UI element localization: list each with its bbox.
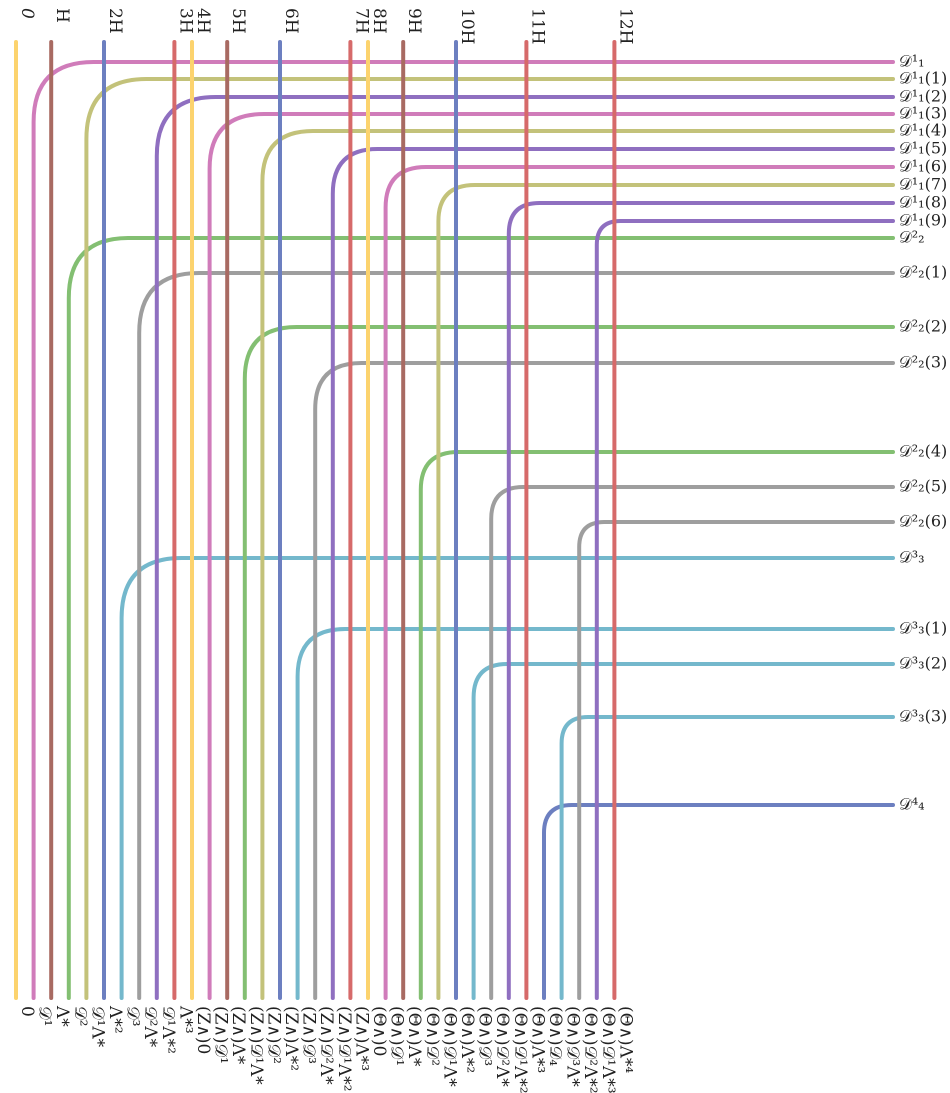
bottom-label-34: (Θ∧)Λ*⁴ [615,1006,635,1073]
bottom-label-12: (Z∧)Λ* [228,1006,248,1065]
bottom-label-layer: 0𝒟¹Λ*𝒟²𝒟¹Λ*Λ*²𝒟³𝒟²Λ*𝒟¹Λ*²Λ*³(Z∧)0(Z∧)𝒟¹(… [17,1005,635,1093]
bottom-label-10: (Z∧)0 [193,1006,213,1054]
right-label-11: 𝒟²₂(1) [899,263,947,282]
bottom-label-32: (Θ∧)𝒟²Λ*² [580,1006,600,1093]
top-label-5: 5H [228,8,248,34]
bottom-label-1: 𝒟¹ [35,1006,55,1026]
right-label-7: 𝒟¹₁(7) [899,175,947,194]
right-label-6: 𝒟¹₁(6) [899,157,947,176]
top-label-4: 4H [193,8,213,34]
bottom-label-18: (Z∧)𝒟¹Λ*² [334,1006,354,1092]
top-label-6: 6H [281,8,301,34]
wire-27 [489,485,895,1000]
right-label-12: 𝒟²₂(2) [899,317,947,336]
wire-11 [207,112,895,1000]
bottom-label-21: (Θ∧)𝒟¹ [387,1006,407,1066]
bottom-label-24: (Θ∧)𝒟¹Λ* [439,1006,459,1087]
bottom-label-33: (Θ∧)𝒟¹Λ*³ [598,1006,618,1093]
right-label-8: 𝒟¹₁(8) [899,193,947,212]
right-label-layer: 𝒟¹₁𝒟¹₁(1)𝒟¹₁(2)𝒟¹₁(3)𝒟¹₁(4)𝒟¹₁(5)𝒟¹₁(6)𝒟… [899,52,947,814]
right-label-9: 𝒟¹₁(9) [899,211,947,230]
right-label-16: 𝒟²₂(6) [899,512,947,531]
bottom-label-9: Λ*³ [175,1005,195,1034]
wire-layer [14,40,895,1000]
right-label-13: 𝒟²₂(3) [899,353,947,372]
bottom-label-31: (Θ∧)𝒟³Λ* [563,1006,583,1087]
top-label-8: 8H [369,8,389,34]
wire-21 [383,165,895,1000]
bottom-label-28: (Θ∧)𝒟¹Λ*² [510,1006,530,1093]
right-label-18: 𝒟³₃(1) [899,619,947,638]
bottom-label-13: (Z∧)𝒟¹Λ* [246,1006,266,1085]
bottom-label-0: 0 [17,1006,37,1017]
right-label-10: 𝒟²₂ [899,228,925,247]
wire-14 [260,129,895,1000]
top-label-11: 11H [527,8,547,44]
bottom-label-23: (Θ∧)𝒟² [422,1006,442,1066]
bottom-label-22: (Θ∧)Λ* [404,1006,424,1067]
bottom-label-4: 𝒟¹Λ* [87,1006,107,1048]
top-label-9: 9H [404,8,424,34]
wire-8 [154,95,895,1000]
top-label-7: 7H [351,8,371,34]
wire-24 [436,183,895,1000]
bottom-label-25: (Θ∧)Λ*² [457,1006,477,1073]
bottom-label-7: 𝒟²Λ* [140,1006,160,1048]
bottom-label-26: (Θ∧)𝒟³ [475,1006,495,1066]
top-label-3: 3H [175,8,195,34]
right-label-1: 𝒟¹₁(1) [899,69,947,88]
right-label-17: 𝒟³₃ [899,548,925,567]
right-label-3: 𝒟¹₁(3) [899,104,947,123]
top-label-2: 2H [105,8,125,34]
top-label-0: 0 [17,8,37,19]
bottom-label-2: Λ* [52,1005,72,1027]
wire-13 [242,325,895,1000]
wire-30 [542,803,895,1000]
wire-16 [295,627,895,1000]
bottom-label-19: (Z∧)Λ*³ [351,1006,371,1071]
right-label-20: 𝒟³₃(3) [899,707,947,726]
right-label-14: 𝒟²₂(4) [899,442,947,461]
right-label-19: 𝒟³₃(2) [899,654,947,673]
bottom-label-5: Λ*² [105,1005,125,1034]
top-label-12: 12H [615,8,635,44]
right-label-5: 𝒟¹₁(5) [899,139,947,158]
top-label-1: H [52,8,72,23]
bottom-label-6: 𝒟³ [123,1006,143,1026]
wire-32 [577,520,895,1000]
wire-17 [313,361,895,1000]
bottom-label-17: (Z∧)𝒟²Λ* [316,1006,336,1085]
bottom-label-30: (Θ∧)𝒟₄ [545,1006,565,1066]
right-label-0: 𝒟¹₁ [899,52,925,71]
wire-3 [66,236,895,1000]
bottom-label-16: (Z∧)𝒟³ [299,1006,319,1064]
bottom-label-20: (Θ∧)0 [369,1006,389,1056]
bottom-label-11: (Z∧)𝒟¹ [211,1006,231,1064]
right-label-2: 𝒟¹₁(2) [899,87,947,106]
right-label-15: 𝒟²₂(5) [899,477,947,496]
wire-31 [559,715,895,1000]
bottom-label-29: (Θ∧)Λ*³ [527,1006,547,1073]
wire-1 [31,60,895,1000]
bottom-label-15: (Z∧)Λ*² [281,1006,301,1071]
wire-4 [84,77,895,1000]
right-label-21: 𝒟⁴₄ [899,795,925,814]
wire-26 [471,662,895,1000]
bottom-label-8: 𝒟¹Λ*² [158,1006,178,1054]
wire-28 [506,201,895,1000]
wire-33 [594,219,895,1000]
top-label-10: 10H [457,8,477,44]
wire-18 [330,147,895,1000]
bottom-label-27: (Θ∧)𝒟²Λ* [492,1006,512,1087]
wire-7 [137,271,895,1000]
bottom-label-14: (Z∧)𝒟² [263,1006,283,1064]
right-label-4: 𝒟¹₁(4) [899,121,947,140]
bottom-label-3: 𝒟² [70,1006,90,1026]
